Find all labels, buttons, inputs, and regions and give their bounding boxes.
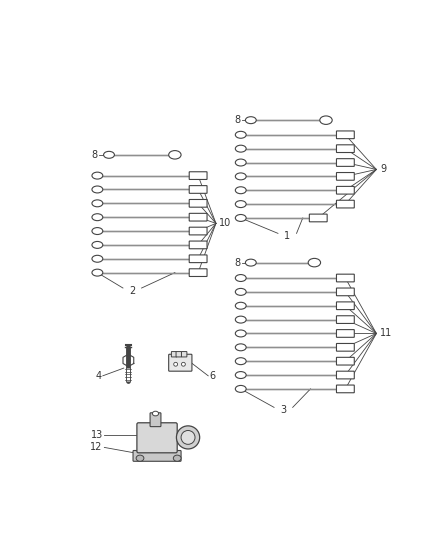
Ellipse shape bbox=[103, 151, 114, 158]
Ellipse shape bbox=[177, 426, 200, 449]
FancyBboxPatch shape bbox=[336, 288, 354, 296]
Text: 3: 3 bbox=[280, 406, 286, 415]
Ellipse shape bbox=[235, 385, 246, 392]
Text: 10: 10 bbox=[219, 219, 231, 228]
Text: 12: 12 bbox=[90, 442, 103, 453]
Ellipse shape bbox=[235, 131, 246, 138]
FancyBboxPatch shape bbox=[336, 302, 354, 310]
FancyBboxPatch shape bbox=[169, 354, 192, 371]
Ellipse shape bbox=[235, 372, 246, 378]
Text: 2: 2 bbox=[129, 286, 135, 296]
FancyBboxPatch shape bbox=[171, 352, 177, 357]
Ellipse shape bbox=[173, 455, 181, 461]
FancyBboxPatch shape bbox=[336, 173, 354, 180]
Ellipse shape bbox=[235, 145, 246, 152]
Ellipse shape bbox=[92, 186, 103, 193]
Text: 1: 1 bbox=[284, 231, 290, 241]
Ellipse shape bbox=[181, 431, 195, 445]
Ellipse shape bbox=[92, 172, 103, 179]
Ellipse shape bbox=[235, 344, 246, 351]
Ellipse shape bbox=[169, 151, 181, 159]
Ellipse shape bbox=[235, 200, 246, 207]
Ellipse shape bbox=[92, 228, 103, 235]
FancyBboxPatch shape bbox=[336, 385, 354, 393]
FancyBboxPatch shape bbox=[176, 352, 181, 357]
Ellipse shape bbox=[181, 362, 185, 366]
FancyBboxPatch shape bbox=[336, 159, 354, 166]
Text: 4: 4 bbox=[95, 371, 101, 381]
FancyBboxPatch shape bbox=[336, 145, 354, 152]
Ellipse shape bbox=[308, 259, 321, 267]
FancyBboxPatch shape bbox=[181, 352, 187, 357]
Ellipse shape bbox=[235, 214, 246, 221]
Ellipse shape bbox=[92, 269, 103, 276]
Text: 13: 13 bbox=[91, 430, 103, 440]
FancyBboxPatch shape bbox=[133, 450, 181, 461]
FancyBboxPatch shape bbox=[189, 241, 207, 249]
Text: 8: 8 bbox=[91, 150, 97, 160]
Ellipse shape bbox=[245, 117, 256, 124]
FancyBboxPatch shape bbox=[336, 329, 354, 337]
FancyBboxPatch shape bbox=[137, 423, 177, 453]
FancyBboxPatch shape bbox=[336, 371, 354, 379]
FancyBboxPatch shape bbox=[336, 316, 354, 324]
Ellipse shape bbox=[235, 358, 246, 365]
Ellipse shape bbox=[92, 255, 103, 262]
Ellipse shape bbox=[235, 173, 246, 180]
FancyBboxPatch shape bbox=[150, 413, 161, 426]
Ellipse shape bbox=[92, 214, 103, 221]
FancyBboxPatch shape bbox=[336, 187, 354, 194]
Ellipse shape bbox=[174, 362, 177, 366]
Text: 9: 9 bbox=[380, 165, 386, 174]
FancyBboxPatch shape bbox=[189, 185, 207, 193]
Ellipse shape bbox=[235, 187, 246, 193]
Ellipse shape bbox=[152, 411, 159, 416]
FancyBboxPatch shape bbox=[189, 255, 207, 263]
Ellipse shape bbox=[92, 241, 103, 248]
Ellipse shape bbox=[92, 200, 103, 207]
Text: 11: 11 bbox=[380, 328, 392, 338]
Ellipse shape bbox=[235, 330, 246, 337]
Ellipse shape bbox=[136, 455, 144, 461]
Text: 6: 6 bbox=[210, 371, 216, 381]
Ellipse shape bbox=[235, 316, 246, 323]
FancyBboxPatch shape bbox=[189, 269, 207, 277]
FancyBboxPatch shape bbox=[189, 199, 207, 207]
FancyBboxPatch shape bbox=[189, 213, 207, 221]
Ellipse shape bbox=[235, 159, 246, 166]
FancyBboxPatch shape bbox=[309, 214, 327, 222]
Ellipse shape bbox=[245, 259, 256, 266]
FancyBboxPatch shape bbox=[336, 200, 354, 208]
Ellipse shape bbox=[235, 274, 246, 281]
FancyBboxPatch shape bbox=[189, 172, 207, 180]
FancyBboxPatch shape bbox=[189, 227, 207, 235]
Ellipse shape bbox=[320, 116, 332, 124]
Text: 8: 8 bbox=[235, 115, 241, 125]
Ellipse shape bbox=[235, 302, 246, 309]
FancyBboxPatch shape bbox=[336, 131, 354, 139]
FancyBboxPatch shape bbox=[336, 274, 354, 282]
Ellipse shape bbox=[235, 288, 246, 295]
FancyBboxPatch shape bbox=[336, 357, 354, 365]
FancyBboxPatch shape bbox=[336, 343, 354, 351]
Text: 8: 8 bbox=[235, 257, 241, 268]
